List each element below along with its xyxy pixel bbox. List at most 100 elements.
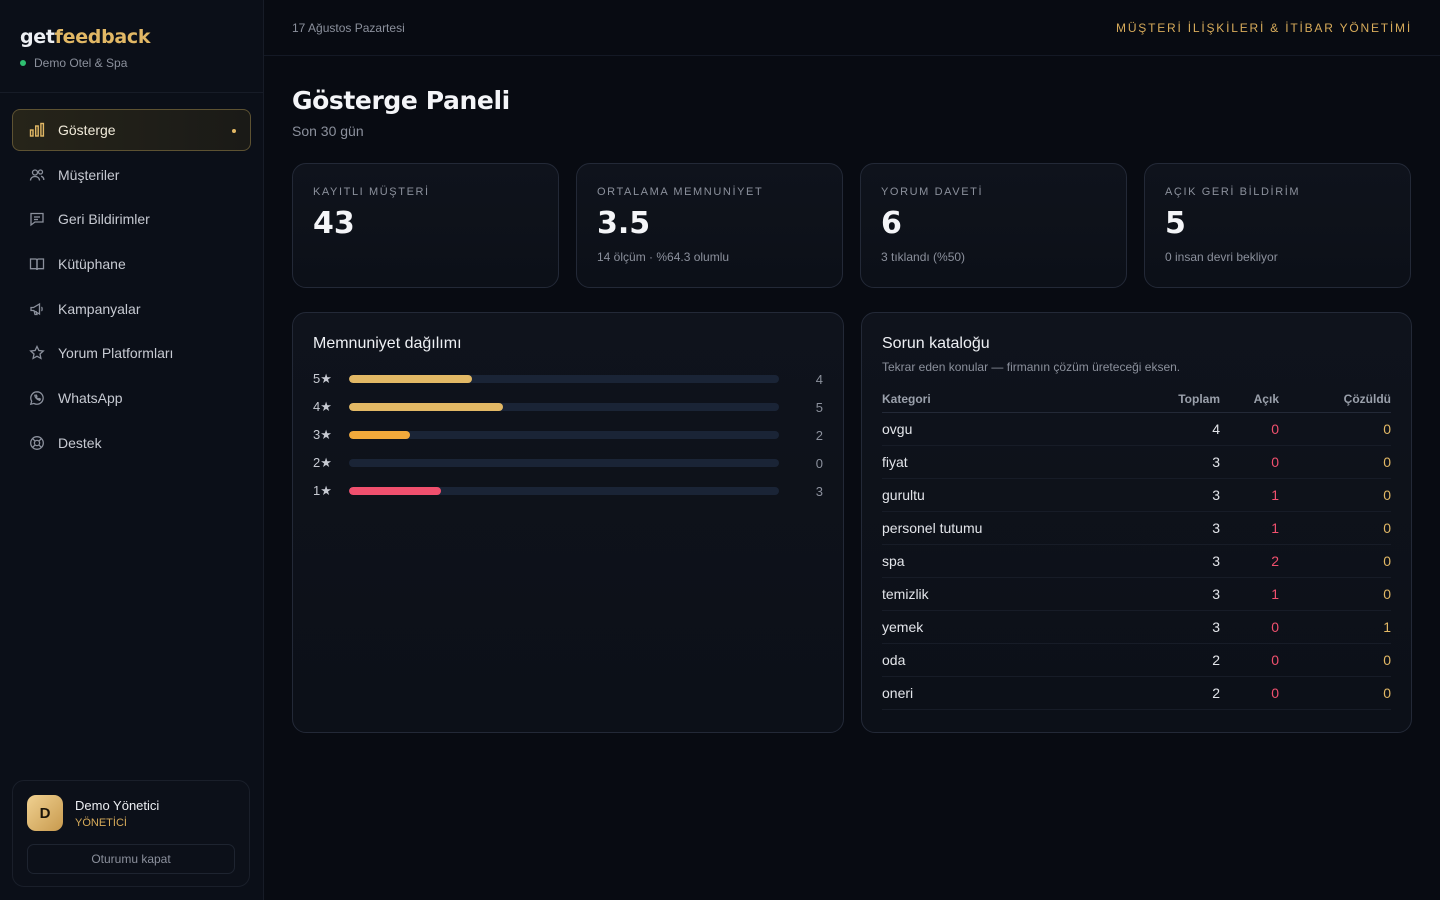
rating-label: 5★ <box>313 371 332 386</box>
column-header-total[interactable]: Toplam <box>1152 386 1220 413</box>
open-cell: 0 <box>1220 445 1279 479</box>
distribution-row: 2★ 0 <box>313 449 823 477</box>
user-role: YÖNETİCİ <box>75 816 127 829</box>
panels-row: Memnuniyet dağılımı 5★ 4 4★ 5 3★ 2 2★ 0 1★ 3 Soru… <box>292 312 1412 733</box>
sidebar-item-7[interactable]: WhatsApp <box>12 377 251 419</box>
total-cell: 3 <box>1152 610 1220 644</box>
rating-label: 2★ <box>313 455 332 470</box>
total-cell: 3 <box>1152 445 1220 479</box>
sidebar-item-8[interactable]: Destek <box>12 422 251 464</box>
sidebar: getfeedback Demo Otel & Spa Gösterge Müşt… <box>0 0 264 900</box>
total-cell: 3 <box>1152 478 1220 512</box>
sidebar-item-label: Kampanyalar <box>58 300 141 317</box>
logo-part-2: feedback <box>54 26 151 48</box>
distribution-row: 5★ 4 <box>313 365 823 393</box>
user-card: D Demo Yönetici YÖNETİCİ Oturumu kapat <box>12 780 250 887</box>
distribution-row: 1★ 3 <box>313 477 823 505</box>
category-cell: oneri <box>882 676 1152 710</box>
logo[interactable]: getfeedback <box>20 26 243 48</box>
category-cell: yemek <box>882 610 1152 644</box>
table-row[interactable]: fiyat 3 0 0 <box>882 445 1391 479</box>
table-row[interactable]: gurultu 3 1 0 <box>882 478 1391 512</box>
stats-row: KAYITLI MÜŞTERİ 43 ORTALAMA MEMNUNİYET 3… <box>292 163 1412 288</box>
rating-count: 2 <box>815 427 823 443</box>
rating-label: 3★ <box>313 427 332 442</box>
rating-count: 4 <box>815 371 823 387</box>
open-cell: 1 <box>1220 577 1279 611</box>
stat-note: 14 ölçüm · %64.3 olumlu <box>597 250 730 264</box>
total-cell: 4 <box>1152 412 1220 446</box>
sidebar-item-4[interactable]: Kütüphane <box>12 243 251 285</box>
distribution-rows: 5★ 4 4★ 5 3★ 2 2★ 0 1★ 3 <box>313 365 823 505</box>
table-header-row: Kategori Toplam Açık Çözüldü <box>882 386 1391 413</box>
issue-catalog-table: Kategori Toplam Açık Çözüldü ovgu 4 0 0 fiya… <box>882 386 1391 710</box>
category-cell: gurultu <box>882 478 1152 512</box>
logout-button[interactable]: Oturumu kapat <box>27 844 235 874</box>
distribution-bar-fill <box>349 375 472 383</box>
distribution-bar-fill <box>349 431 411 439</box>
user-name: Demo Yönetici <box>75 797 160 813</box>
stat-label: YORUM DAVETİ <box>881 186 984 198</box>
stat-label: KAYITLI MÜŞTERİ <box>313 186 430 198</box>
stat-value: 3.5 <box>597 206 651 241</box>
resolved-cell: 0 <box>1279 544 1391 578</box>
table-row[interactable]: oda 2 0 0 <box>882 643 1391 677</box>
stat-label: ORTALAMA MEMNUNİYET <box>597 186 764 198</box>
star-icon <box>29 345 45 361</box>
stat-value: 43 <box>313 206 355 241</box>
tagline: MÜŞTERİ İLİŞKİLERİ & İTİBAR YÖNETİMİ <box>1116 20 1412 35</box>
open-cell: 1 <box>1220 511 1279 545</box>
page-title: Gösterge Paneli <box>292 86 510 115</box>
distribution-bar-track <box>349 403 779 411</box>
stat-note: 0 insan devri bekliyor <box>1165 250 1278 264</box>
sidebar-item-label: Müşteriler <box>58 166 120 183</box>
sidebar-item-3[interactable]: Geri Bildirimler <box>12 198 251 240</box>
page-subtitle: Son 30 gün <box>292 123 364 139</box>
table-row[interactable]: spa 3 2 0 <box>882 544 1391 578</box>
satisfaction-distribution-panel: Memnuniyet dağılımı 5★ 4 4★ 5 3★ 2 2★ 0 1★ 3 <box>292 312 844 733</box>
avatar[interactable]: D <box>27 795 63 831</box>
resolved-cell: 0 <box>1279 511 1391 545</box>
distribution-bar-track <box>349 375 779 383</box>
table-row[interactable]: oneri 2 0 0 <box>882 676 1391 710</box>
open-cell: 0 <box>1220 610 1279 644</box>
megaphone-icon <box>29 301 45 317</box>
total-cell: 3 <box>1152 577 1220 611</box>
stat-card-satisfaction: ORTALAMA MEMNUNİYET 3.5 14 ölçüm · %64.3… <box>576 163 843 288</box>
column-header-category[interactable]: Kategori <box>882 386 1152 413</box>
table-row[interactable]: yemek 3 0 1 <box>882 610 1391 644</box>
category-cell: personel tutumu <box>882 511 1152 545</box>
sidebar-item-6[interactable]: Yorum Platformları <box>12 332 251 374</box>
total-cell: 3 <box>1152 544 1220 578</box>
current-date: 17 Ağustos Pazartesi <box>292 20 405 35</box>
issue-catalog-panel: Sorun kataloğu Tekrar eden konular — fir… <box>861 312 1412 733</box>
sidebar-item-2[interactable]: Müşteriler <box>12 154 251 196</box>
resolved-cell: 0 <box>1279 676 1391 710</box>
sidebar-item-label: WhatsApp <box>58 390 123 407</box>
column-header-open[interactable]: Açık <box>1220 386 1279 413</box>
sidebar-item-5[interactable]: Kampanyalar <box>12 288 251 330</box>
table-row[interactable]: ovgu 4 0 0 <box>882 412 1391 446</box>
active-indicator-dot-icon <box>232 129 236 133</box>
book-icon <box>29 256 45 272</box>
open-cell: 2 <box>1220 544 1279 578</box>
panel-title: Sorun kataloğu <box>882 335 990 352</box>
topbar: 17 Ağustos Pazartesi MÜŞTERİ İLİŞKİLERİ … <box>264 0 1440 56</box>
category-cell: spa <box>882 544 1152 578</box>
open-cell: 0 <box>1220 643 1279 677</box>
column-header-resolved[interactable]: Çözüldü <box>1279 386 1391 413</box>
rating-label: 1★ <box>313 483 332 498</box>
sidebar-item-1[interactable]: Gösterge <box>12 109 251 151</box>
org-indicator: Demo Otel & Spa <box>20 56 243 70</box>
users-icon <box>29 167 45 183</box>
brand: getfeedback Demo Otel & Spa <box>0 0 263 93</box>
table-row[interactable]: temizlik 3 1 0 <box>882 577 1391 611</box>
open-cell: 0 <box>1220 412 1279 446</box>
distribution-bar-track <box>349 487 779 495</box>
logo-part-1: get <box>20 26 55 48</box>
lifebuoy-icon <box>29 435 45 451</box>
table-row[interactable]: personel tutumu 3 1 0 <box>882 511 1391 545</box>
open-cell: 1 <box>1220 478 1279 512</box>
total-cell: 2 <box>1152 676 1220 710</box>
rating-count: 5 <box>815 399 823 415</box>
